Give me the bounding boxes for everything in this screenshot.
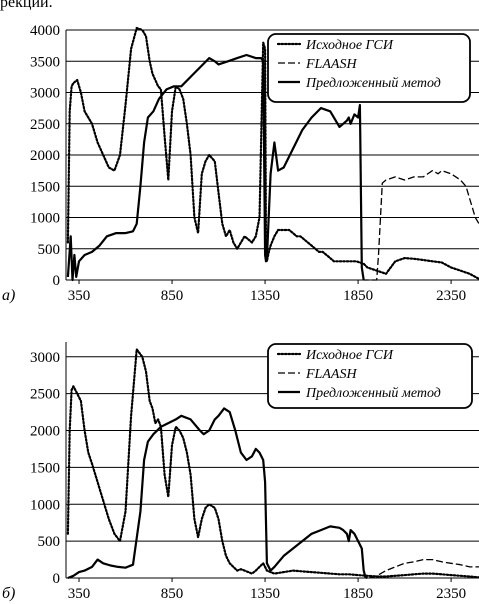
legend-label: Исходное ГСИ bbox=[305, 38, 394, 53]
y-tick-label: 3500 bbox=[30, 54, 60, 70]
legend-label: FLAASH bbox=[305, 367, 357, 382]
chart-panel-b: 0 500 1000 1500 2000 2500 3000 350 850 1350 1850 23… bbox=[2, 342, 479, 602]
y-tick-label: 1000 bbox=[30, 497, 60, 513]
x-tick-label: 350 bbox=[68, 288, 91, 304]
series-line-dotted bbox=[66, 348, 479, 579]
series-line-solid bbox=[67, 407, 368, 580]
y-tick-label: 0 bbox=[53, 571, 61, 587]
y-tick-label: 0 bbox=[53, 273, 61, 289]
y-tick-label: 2000 bbox=[30, 424, 60, 440]
x-tick-label: 1850 bbox=[343, 288, 373, 304]
y-tick-label: 2500 bbox=[30, 387, 60, 403]
x-tick-label: 850 bbox=[161, 288, 184, 304]
chart-panel-a: 0 500 1000 1500 2000 2500 3000 3500 4000 350 850 13… bbox=[2, 23, 479, 304]
x-tick-label: 350 bbox=[68, 586, 91, 602]
legend-label: Предложенный метод bbox=[305, 386, 441, 401]
y-tick-label: 500 bbox=[38, 242, 61, 258]
y-tick-label: 2000 bbox=[30, 148, 60, 164]
x-tick-label: 2350 bbox=[436, 288, 466, 304]
legend-box bbox=[267, 343, 473, 409]
y-tick-label: 4000 bbox=[30, 23, 60, 39]
y-tick-label: 3000 bbox=[30, 350, 60, 366]
y-tick-label: 1500 bbox=[30, 460, 60, 476]
legend-label: Предложенный метод bbox=[305, 76, 441, 91]
y-tick-label: 500 bbox=[38, 534, 61, 550]
series-line-solid bbox=[66, 53, 365, 282]
x-tick-label: 2350 bbox=[436, 586, 466, 602]
y-tick-label: 3000 bbox=[30, 86, 60, 102]
panel-label: а) bbox=[2, 287, 15, 304]
caption-fragment: рекции. bbox=[0, 0, 53, 11]
x-tick-label: 850 bbox=[161, 586, 184, 602]
series-line-dotted bbox=[66, 26, 479, 280]
legend-label: Исходное ГСИ bbox=[305, 348, 394, 363]
panel-label: б) bbox=[2, 585, 15, 602]
x-tick-label: 1350 bbox=[250, 586, 280, 602]
y-tick-label: 1500 bbox=[30, 179, 60, 195]
y-tick-label: 2500 bbox=[30, 117, 60, 133]
y-tick-label: 1000 bbox=[30, 211, 60, 227]
x-tick-label: 1350 bbox=[250, 288, 280, 304]
x-tick-label: 1850 bbox=[343, 586, 373, 602]
legend-label: FLAASH bbox=[305, 57, 357, 72]
legend-box bbox=[267, 33, 471, 103]
